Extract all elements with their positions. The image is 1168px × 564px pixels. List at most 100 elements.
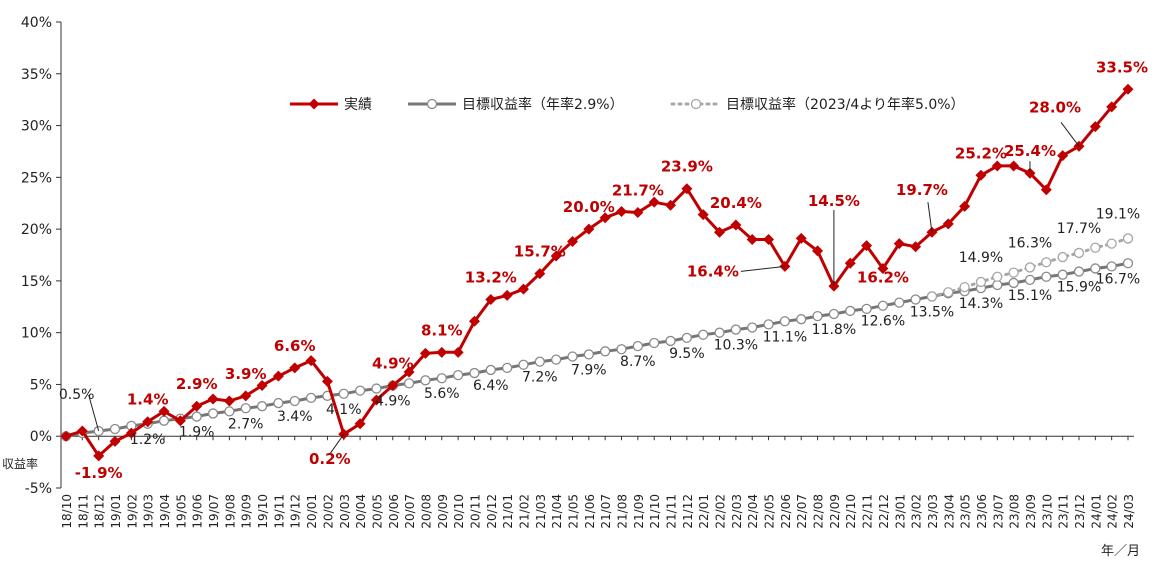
data-label-actual: 4.9% [372, 354, 414, 372]
series-point-actual [207, 393, 219, 405]
x-tick-label: 22/02 [714, 494, 728, 529]
y-tick-label: 20% [21, 222, 52, 238]
series-point-target-2-9 [747, 322, 758, 333]
x-tick-label: 20/04 [354, 494, 368, 529]
series-point-target-5-0 [1024, 262, 1036, 273]
legend-swatch-marker [308, 98, 320, 110]
series-point-target-2-9 [861, 303, 872, 314]
data-label-target: 15.1% [1008, 288, 1052, 304]
x-tick-label: 21/03 [534, 494, 548, 529]
x-tick-label: 22/05 [763, 494, 777, 529]
series-point-actual [583, 223, 595, 235]
series-point-actual [109, 435, 121, 447]
series-point-actual [877, 262, 889, 274]
data-label-target: 15.9% [1057, 280, 1101, 296]
x-tick-label: 19/10 [256, 494, 270, 529]
y-tick-label: 40% [21, 15, 52, 31]
x-tick-label: 19/12 [289, 494, 303, 529]
x-tick-label: 21/05 [566, 494, 580, 529]
x-tick-label: 19/07 [207, 494, 221, 529]
x-tick-label: 22/12 [877, 494, 891, 529]
series-point-target-2-9 [730, 324, 742, 335]
x-tick-label: 22/08 [812, 494, 826, 529]
series-point-actual [452, 346, 464, 358]
y-tick-label: 0% [30, 429, 52, 445]
x-tick-label: 21/06 [583, 494, 597, 529]
x-tick-label: 20/11 [468, 494, 482, 529]
series-point-target-5-0 [1057, 251, 1068, 263]
series-point-target-2-9 [289, 395, 300, 407]
data-label-target: 0.5% [59, 387, 95, 403]
data-label-target: 3.4% [277, 409, 313, 425]
series-point-actual [910, 241, 922, 253]
x-tick-label: 21/08 [616, 494, 630, 529]
data-label-target: 8.7% [620, 354, 656, 370]
legend-label: 目標収益率（年率2.9%） [462, 96, 624, 113]
data-label-target: 14.3% [959, 296, 1003, 312]
data-label-target: 4.1% [326, 402, 362, 418]
x-tick-label: 19/02 [125, 494, 139, 529]
series-point-actual [289, 362, 301, 374]
series-point-actual [223, 395, 235, 407]
data-label-target: 11.8% [812, 322, 856, 338]
series-point-target-5-0 [1073, 247, 1085, 259]
leader-line [88, 394, 100, 432]
data-label-target: 7.9% [571, 362, 607, 378]
series-point-target-2-9 [796, 314, 807, 325]
leader-line [329, 433, 345, 455]
series-point-actual [697, 209, 709, 221]
x-tick-label: 19/04 [158, 494, 172, 529]
x-tick-label: 18/11 [76, 494, 90, 529]
x-tick-label: 20/05 [370, 494, 384, 529]
y-tick-label: 15% [21, 274, 52, 290]
series-point-target-2-9 [763, 319, 774, 330]
x-tick-label: 19/01 [109, 494, 123, 529]
series-point-actual [730, 219, 742, 231]
data-label-target: 14.9% [959, 250, 1003, 266]
series-point-actual [60, 430, 72, 442]
data-label-actual: 15.7% [514, 243, 566, 261]
series-point-target-5-0 [1041, 257, 1052, 268]
data-label-actual: 25.4% [1004, 142, 1056, 160]
series-point-target-2-9 [191, 411, 202, 422]
series-point-target-2-9 [207, 408, 219, 419]
x-tick-label: 20/02 [321, 494, 335, 529]
data-label-target: 19.1% [1096, 206, 1140, 222]
leader-line [927, 202, 933, 233]
x-tick-label: 19/05 [174, 494, 188, 529]
series-point-target-2-9 [354, 385, 366, 396]
x-tick-label: 23/11 [1057, 494, 1071, 529]
series-point-target-2-9 [1024, 274, 1036, 286]
x-tick-label: 23/07 [991, 494, 1005, 529]
x-tick-label: 21/11 [665, 494, 679, 529]
series-point-target-2-9 [632, 340, 643, 352]
series-point-actual [501, 289, 513, 301]
data-label-target: 12.6% [861, 314, 905, 330]
series-point-actual [174, 415, 186, 427]
series-point-target-2-9 [501, 362, 513, 374]
data-label-target: 11.1% [763, 329, 807, 345]
series-point-actual [1057, 150, 1069, 162]
series-point-target-2-9 [600, 346, 611, 357]
x-tick-label: 20/01 [305, 494, 319, 529]
series-point-actual [1089, 121, 1101, 133]
data-label-target: 1.9% [179, 425, 215, 441]
x-tick-label: 22/09 [828, 494, 842, 529]
series-point-target-2-9 [371, 383, 382, 394]
series-point-actual [714, 226, 726, 238]
x-tick-label: 22/11 [861, 494, 875, 529]
series-point-target-2-9 [485, 364, 496, 376]
x-tick-label: 20/09 [436, 494, 450, 529]
series-point-actual [240, 390, 252, 402]
data-label-actual: 13.2% [465, 269, 517, 287]
series-point-actual [1040, 184, 1052, 196]
series-point-actual [991, 160, 1003, 172]
series-point-actual [158, 405, 170, 417]
data-label-actual: 28.0% [1029, 98, 1081, 116]
x-tick-label: 20/08 [419, 494, 433, 529]
x-tick-label: 19/11 [272, 494, 286, 529]
x-tick-label: 22/04 [746, 494, 760, 529]
data-label-target: 17.7% [1057, 221, 1101, 237]
x-tick-label: 19/09 [240, 494, 254, 529]
data-label-actual: 2.9% [176, 375, 218, 393]
